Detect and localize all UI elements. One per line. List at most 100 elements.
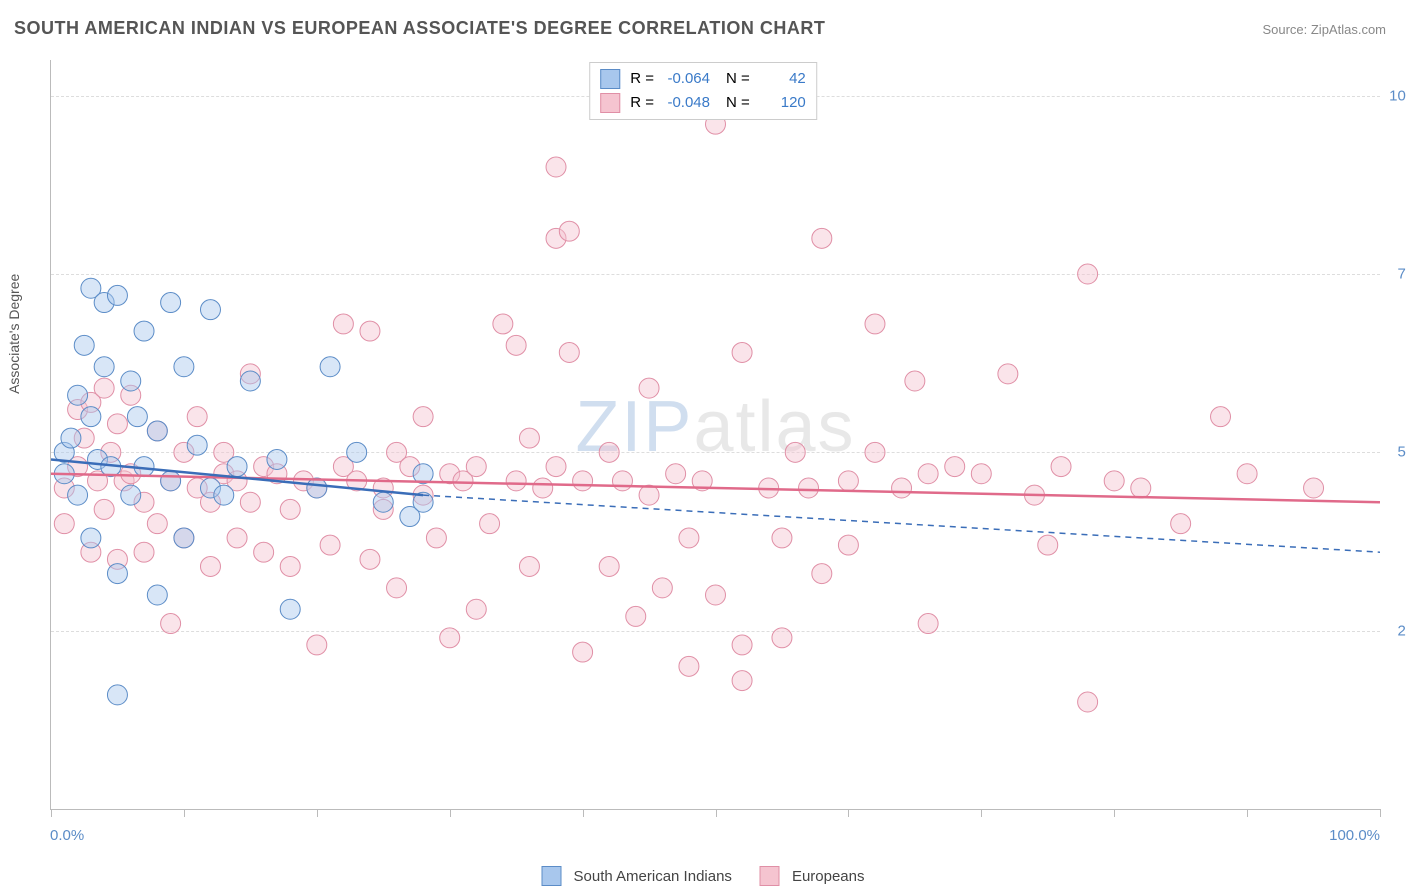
chart-svg bbox=[51, 60, 1380, 809]
legend-series-item: Europeans bbox=[760, 866, 865, 886]
data-point bbox=[1038, 535, 1058, 555]
data-point bbox=[559, 221, 579, 241]
data-point bbox=[1078, 692, 1098, 712]
x-tick bbox=[1247, 809, 1248, 817]
data-point bbox=[1104, 471, 1124, 491]
data-point bbox=[440, 628, 460, 648]
data-point bbox=[81, 528, 101, 548]
x-tick bbox=[1114, 809, 1115, 817]
n-label: N = bbox=[726, 91, 750, 115]
data-point bbox=[147, 421, 167, 441]
data-point bbox=[94, 499, 114, 519]
data-point bbox=[68, 385, 88, 405]
data-point bbox=[74, 335, 94, 355]
data-point bbox=[280, 499, 300, 519]
data-point bbox=[54, 514, 74, 534]
n-value: 120 bbox=[756, 91, 806, 115]
data-point bbox=[1211, 407, 1231, 427]
data-point bbox=[506, 335, 526, 355]
data-point bbox=[161, 293, 181, 313]
data-point bbox=[227, 457, 247, 477]
data-point bbox=[639, 485, 659, 505]
r-value: -0.064 bbox=[660, 67, 710, 91]
y-tick-label: 50.0% bbox=[1397, 444, 1406, 461]
chart-container: SOUTH AMERICAN INDIAN VS EUROPEAN ASSOCI… bbox=[0, 0, 1406, 892]
y-tick-label: 25.0% bbox=[1397, 622, 1406, 639]
data-point bbox=[812, 228, 832, 248]
legend-series-label: Europeans bbox=[792, 868, 865, 885]
data-point bbox=[333, 314, 353, 334]
data-point bbox=[732, 342, 752, 362]
data-point bbox=[107, 564, 127, 584]
data-point bbox=[426, 528, 446, 548]
data-point bbox=[147, 585, 167, 605]
data-point bbox=[387, 578, 407, 598]
x-tick bbox=[184, 809, 185, 817]
data-point bbox=[413, 407, 433, 427]
legend-series-label: South American Indians bbox=[574, 868, 732, 885]
data-point bbox=[200, 556, 220, 576]
data-point bbox=[971, 464, 991, 484]
data-point bbox=[466, 457, 486, 477]
data-point bbox=[892, 478, 912, 498]
data-point bbox=[280, 599, 300, 619]
x-tick bbox=[848, 809, 849, 817]
data-point bbox=[373, 492, 393, 512]
data-point bbox=[240, 492, 260, 512]
data-point bbox=[134, 542, 154, 562]
x-label-right: 100.0% bbox=[1329, 827, 1380, 844]
x-label-left: 0.0% bbox=[50, 827, 84, 844]
data-point bbox=[1304, 478, 1324, 498]
data-point bbox=[772, 528, 792, 548]
data-point bbox=[559, 342, 579, 362]
data-point bbox=[347, 442, 367, 462]
data-point bbox=[865, 314, 885, 334]
data-point bbox=[227, 528, 247, 548]
data-point bbox=[679, 528, 699, 548]
legend-stats: R =-0.064N =42R =-0.048N =120 bbox=[589, 62, 817, 120]
y-axis-title: Associate's Degree bbox=[6, 274, 22, 394]
y-tick-label: 100.0% bbox=[1389, 87, 1406, 104]
x-tick bbox=[317, 809, 318, 817]
data-point bbox=[626, 606, 646, 626]
n-label: N = bbox=[726, 67, 750, 91]
data-point bbox=[639, 378, 659, 398]
legend-series-item: South American Indians bbox=[542, 866, 732, 886]
data-point bbox=[506, 471, 526, 491]
r-value: -0.048 bbox=[660, 91, 710, 115]
data-point bbox=[360, 549, 380, 569]
data-point bbox=[679, 656, 699, 676]
plot-area: ZIPatlas 25.0%50.0%75.0%100.0% bbox=[50, 60, 1380, 810]
data-point bbox=[147, 514, 167, 534]
data-point bbox=[187, 435, 207, 455]
data-point bbox=[573, 642, 593, 662]
legend-swatch-icon bbox=[600, 93, 620, 113]
x-tick bbox=[450, 809, 451, 817]
data-point bbox=[573, 471, 593, 491]
data-point bbox=[772, 628, 792, 648]
y-tick-label: 75.0% bbox=[1397, 266, 1406, 283]
data-point bbox=[480, 514, 500, 534]
data-point bbox=[466, 599, 486, 619]
data-point bbox=[267, 449, 287, 469]
data-point bbox=[945, 457, 965, 477]
data-point bbox=[546, 157, 566, 177]
data-point bbox=[200, 300, 220, 320]
data-point bbox=[174, 357, 194, 377]
legend-swatch-icon bbox=[600, 69, 620, 89]
r-label: R = bbox=[630, 67, 654, 91]
data-point bbox=[307, 635, 327, 655]
data-point bbox=[1131, 478, 1151, 498]
data-point bbox=[785, 442, 805, 462]
data-point bbox=[254, 542, 274, 562]
data-point bbox=[94, 378, 114, 398]
data-point bbox=[161, 471, 181, 491]
r-label: R = bbox=[630, 91, 654, 115]
data-point bbox=[68, 485, 88, 505]
data-point bbox=[161, 614, 181, 634]
data-point bbox=[94, 357, 114, 377]
data-point bbox=[187, 407, 207, 427]
data-point bbox=[280, 556, 300, 576]
data-point bbox=[612, 471, 632, 491]
legend-stat-row: R =-0.048 N =120 bbox=[600, 91, 806, 115]
